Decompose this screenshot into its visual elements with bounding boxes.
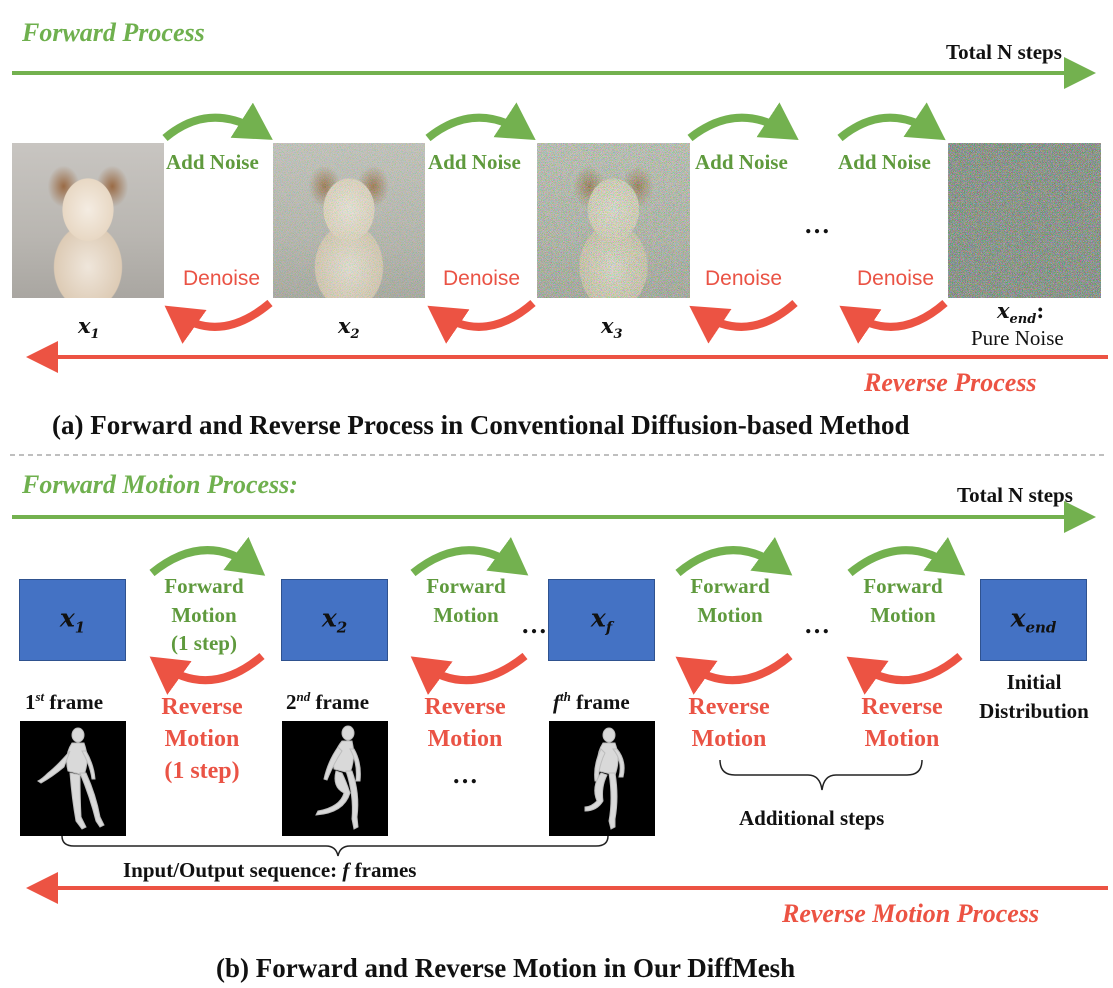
total-steps-label-b: Total N steps xyxy=(957,483,1073,507)
reverse-motion-label-3: Reverse Motion xyxy=(688,694,770,752)
state-box-x2: x2 xyxy=(281,579,388,661)
ellipsis-a: … xyxy=(804,210,831,239)
forward-motion-label-2: Forward Motion xyxy=(426,574,506,627)
forward-motion-process-title: Forward Motion Process: xyxy=(22,470,298,499)
mesh-frame-2 xyxy=(282,721,388,836)
io-sequence-brace xyxy=(61,835,609,857)
reverse-motion-arrows xyxy=(149,652,963,695)
mesh-frame-1 xyxy=(20,721,126,836)
initial-distribution-label: Initial Distribution xyxy=(979,670,1089,723)
add-noise-label-3: Add Noise xyxy=(695,150,788,174)
add-noise-label-4: Add Noise xyxy=(838,150,931,174)
denoise-arrows xyxy=(164,299,948,344)
forward-motion-label-4: Forward Motion xyxy=(863,574,943,627)
forward-motion-label-3: Forward Motion xyxy=(690,574,770,627)
io-sequence-label: Input/Output sequence: f frames xyxy=(123,858,417,882)
denoise-label-3: Denoise xyxy=(705,267,783,290)
label-x2: x2 xyxy=(338,313,360,343)
frame-label-2: 2nd frame xyxy=(286,689,370,714)
denoise-label-1: Denoise xyxy=(183,267,261,290)
forward-motion-arrows xyxy=(149,536,966,577)
reverse-motion-label-1: Reverse Motion (1 step) xyxy=(161,694,243,784)
total-steps-label-a: Total N steps xyxy=(946,40,1062,64)
label-xend: xend: xyxy=(997,298,1045,328)
forward-motion-label-1: Forward Motion (1 step) xyxy=(164,574,244,656)
image-xend-pure-noise xyxy=(948,143,1101,298)
frame-label-f: fth frame xyxy=(553,689,630,714)
state-box-x1: x1 xyxy=(19,579,126,661)
state-box-xend: xend xyxy=(980,579,1087,661)
forward-process-title: Forward Process xyxy=(22,18,205,47)
reverse-motion-label-4: Reverse Motion xyxy=(861,694,943,752)
ellipsis-b-1: … xyxy=(521,610,548,639)
ellipsis-b-2: … xyxy=(804,610,831,639)
add-noise-label-1: Add Noise xyxy=(166,150,259,174)
ellipsis-b-3: … xyxy=(452,760,479,789)
label-x1: x1 xyxy=(78,313,100,343)
add-noise-arrows xyxy=(162,102,946,142)
image-x2-slightly-noisy xyxy=(273,143,425,298)
denoise-label-2: Denoise xyxy=(443,267,521,290)
additional-steps-brace xyxy=(719,759,923,791)
reverse-process-title: Reverse Process xyxy=(864,368,1037,397)
reverse-motion-label-2: Reverse Motion xyxy=(424,694,506,752)
add-noise-label-2: Add Noise xyxy=(428,150,521,174)
caption-b: (b) Forward and Reverse Motion in Our Di… xyxy=(216,953,796,983)
pure-noise-label: Pure Noise xyxy=(971,326,1064,350)
frame-label-1: 1st frame xyxy=(25,689,104,714)
state-box-xf: xf xyxy=(548,579,655,661)
image-x3-noisy xyxy=(537,143,690,298)
additional-steps-label: Additional steps xyxy=(739,806,885,830)
denoise-label-4: Denoise xyxy=(857,267,935,290)
caption-a: (a) Forward and Reverse Process in Conve… xyxy=(52,410,910,440)
image-x1-clean-dog xyxy=(12,143,164,298)
label-x3: x3 xyxy=(601,313,623,343)
reverse-motion-process-title: Reverse Motion Process xyxy=(782,899,1040,928)
mesh-frame-f xyxy=(549,721,655,836)
